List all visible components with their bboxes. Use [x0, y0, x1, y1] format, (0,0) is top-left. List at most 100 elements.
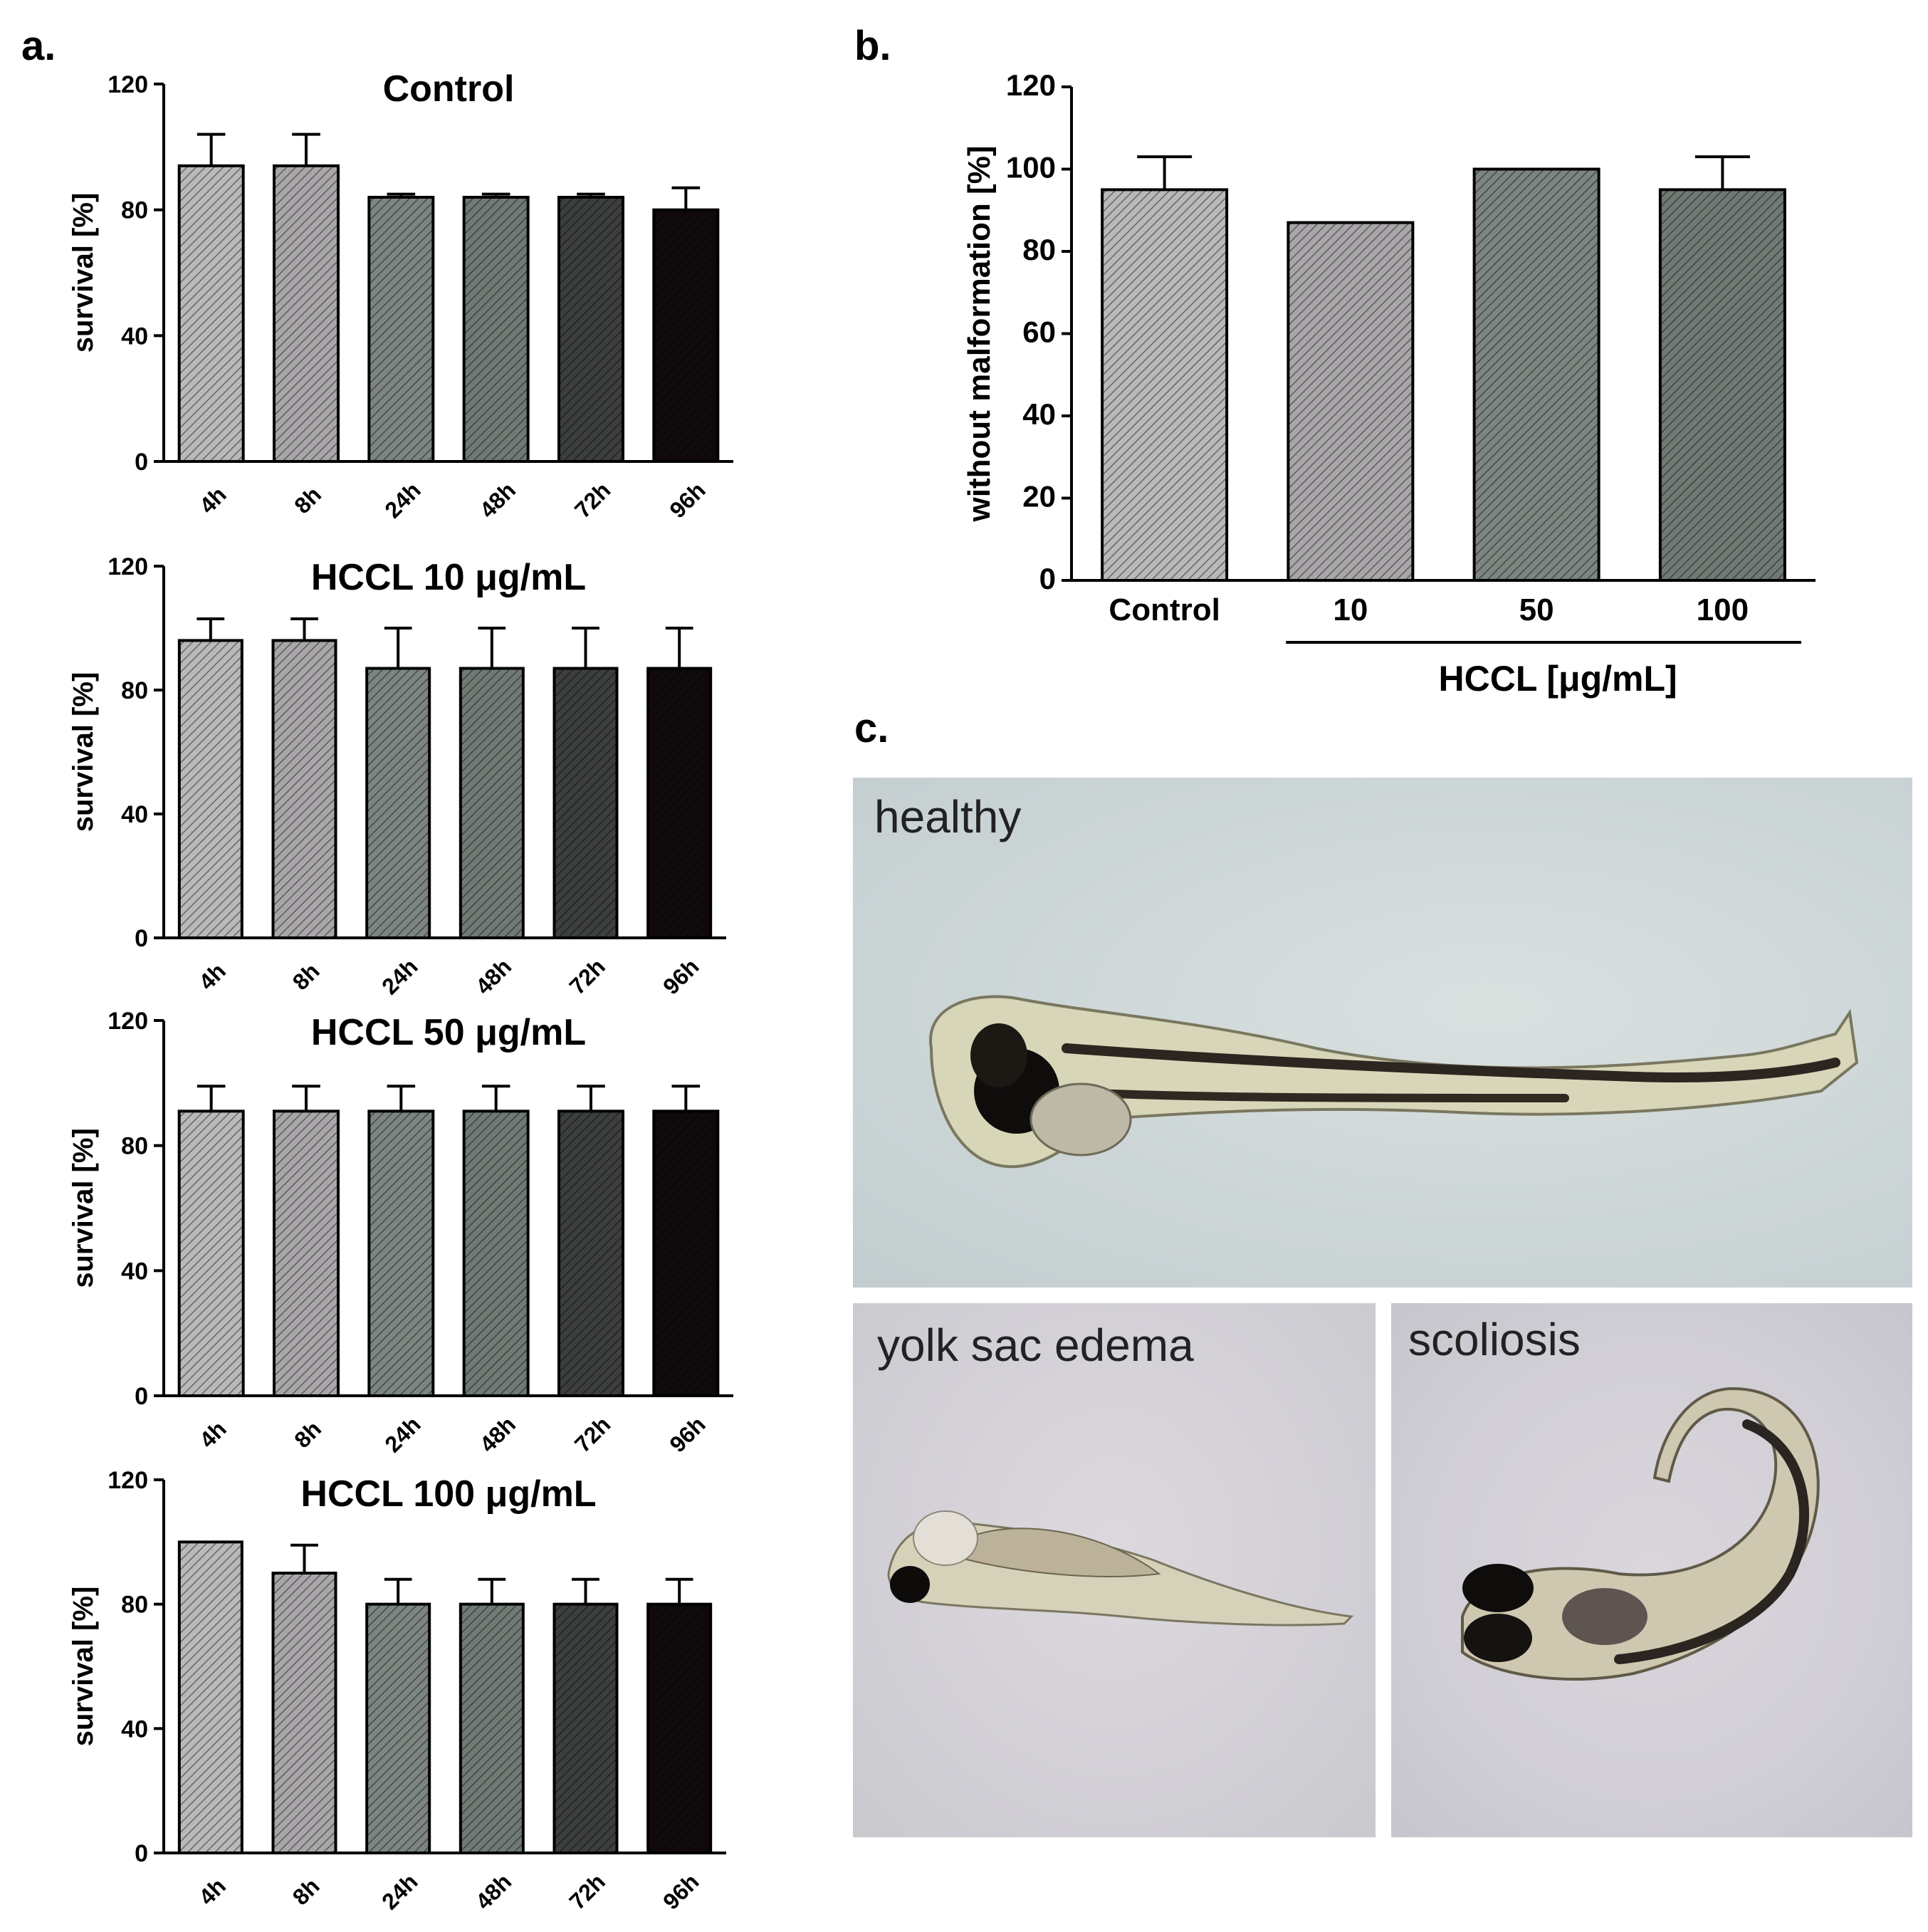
- x-tick-label: 48h: [471, 1869, 516, 1914]
- chart-title: HCCL 100 μg/mL: [300, 1473, 596, 1515]
- x-tick-label: 4h: [194, 958, 231, 995]
- bar-hatch: [1102, 189, 1227, 580]
- y-tick-label: 100: [1006, 151, 1056, 184]
- y-axis-label: survival [%]: [68, 1587, 99, 1747]
- photo-label-healthy: healthy: [874, 791, 1022, 842]
- y-tick-label: 40: [1022, 397, 1056, 431]
- bar-hatch: [274, 1111, 338, 1396]
- y-tick-label: 40: [121, 801, 148, 828]
- x-tick-label: 96h: [664, 477, 710, 523]
- healthy-larva-image: [929, 995, 1859, 1169]
- y-tick-label: 80: [121, 677, 148, 704]
- x-tick-label: Control: [1109, 592, 1220, 627]
- y-axis-label: survival [%]: [68, 193, 99, 353]
- group-label: HCCL [μg/mL]: [1439, 659, 1677, 699]
- x-tick-label: 72h: [564, 1869, 609, 1914]
- bar-hatch: [179, 640, 242, 938]
- bar-hatch: [463, 1111, 528, 1396]
- panel-label-a: a.: [21, 23, 56, 69]
- y-tick-label: 0: [135, 449, 148, 476]
- x-tick-label: 72h: [570, 477, 615, 523]
- y-axis-label: without malformation [%]: [962, 146, 997, 523]
- x-tick-label: 10: [1333, 592, 1368, 627]
- x-tick-label: 96h: [664, 1411, 710, 1457]
- bar-hatch: [179, 165, 243, 462]
- bar-hatch: [654, 1111, 718, 1396]
- x-tick-label: 24h: [377, 1869, 422, 1914]
- panel-label-c: c.: [854, 705, 889, 751]
- y-tick-label: 80: [121, 197, 148, 224]
- x-tick-label: 24h: [379, 1411, 425, 1457]
- y-tick-label: 0: [135, 925, 148, 952]
- x-tick-label: 72h: [564, 954, 609, 999]
- chart-title: Control: [383, 68, 515, 110]
- bar-hatch: [367, 1604, 430, 1853]
- x-tick-label: 8h: [288, 1873, 325, 1910]
- y-tick-label: 0: [135, 1383, 148, 1410]
- bar-hatch: [559, 1111, 623, 1396]
- bar-hatch: [1474, 169, 1599, 580]
- x-tick-label: 48h: [475, 477, 520, 523]
- y-tick-label: 120: [1006, 68, 1056, 102]
- chart-a3: 0 40 80 120 survival [%] HCCL 50 μg/mL 4h 8h 24h…: [68, 1008, 733, 1457]
- y-tick-label: 0: [1039, 562, 1056, 595]
- photo-healthy-larva: healthy: [853, 778, 1912, 1288]
- bar-hatch: [460, 1604, 523, 1853]
- bar-hatch: [554, 668, 617, 938]
- chart-b: 0 20 40 60 80 100 120 without malformation [%] C…: [962, 68, 1816, 699]
- y-tick-label: 120: [108, 1467, 148, 1494]
- scoliosis-larva-image: [1461, 1387, 1820, 1681]
- photo-label-scoliosis: scoliosis: [1408, 1314, 1581, 1365]
- y-tick-label: 20: [1022, 480, 1056, 513]
- bar-hatch: [463, 197, 528, 461]
- y-tick-label: 80: [121, 1592, 148, 1619]
- bar-hatch: [654, 209, 718, 461]
- x-tick-label: 100: [1697, 592, 1749, 627]
- bar-hatch: [460, 668, 523, 938]
- chart-a1: 0 40 80 120 survival [%] Control 4h 8h 24h 48h 72h…: [68, 68, 733, 523]
- x-tick-label: 50: [1519, 592, 1554, 627]
- bar-hatch: [559, 197, 623, 461]
- y-tick-label: 60: [1022, 315, 1056, 349]
- y-axis-label: survival [%]: [68, 1128, 99, 1288]
- bar-hatch: [179, 1542, 242, 1853]
- bar-hatch: [369, 1111, 434, 1396]
- bar-hatch: [273, 1573, 336, 1853]
- y-tick-label: 40: [121, 323, 148, 350]
- bar-hatch: [648, 1604, 711, 1853]
- y-tick-label: 80: [121, 1133, 148, 1160]
- bar-hatch: [1288, 222, 1413, 580]
- photo-yolk-sac-edema-larva: yolk sac edema: [853, 1303, 1376, 1837]
- x-tick-label: 72h: [570, 1411, 615, 1457]
- x-tick-label: 4h: [194, 1416, 231, 1453]
- y-tick-label: 40: [121, 1716, 148, 1743]
- panel-label-b: b.: [854, 23, 891, 69]
- y-tick-label: 120: [108, 553, 148, 580]
- photo-label-yolk-sac-edema: yolk sac edema: [877, 1320, 1194, 1371]
- yolk-sac-edema-larva-image: [887, 1510, 1354, 1626]
- y-tick-label: 0: [135, 1840, 148, 1867]
- y-tick-label: 120: [108, 71, 148, 98]
- chart-a2: 0 40 80 120 survival [%] HCCL 10 μg/mL 4h 8h 24h…: [68, 553, 726, 999]
- x-tick-label: 96h: [658, 1869, 703, 1914]
- x-tick-label: 8h: [289, 481, 326, 518]
- y-tick-label: 80: [1022, 233, 1056, 266]
- bar-hatch: [274, 165, 338, 462]
- x-tick-label: 4h: [194, 481, 231, 518]
- x-tick-label: 96h: [658, 954, 703, 999]
- x-tick-label: 4h: [194, 1873, 231, 1910]
- bar-hatch: [367, 668, 430, 938]
- bar-hatch: [1660, 189, 1785, 580]
- bar-hatch: [179, 1111, 243, 1396]
- bar-hatch: [273, 640, 336, 938]
- photo-scoliosis-larva: scoliosis: [1391, 1303, 1912, 1837]
- x-tick-label: 8h: [289, 1416, 326, 1453]
- bar-hatch: [369, 197, 434, 461]
- chart-title: HCCL 50 μg/mL: [311, 1012, 586, 1053]
- y-tick-label: 120: [108, 1008, 148, 1035]
- x-tick-label: 48h: [475, 1411, 520, 1457]
- y-tick-label: 40: [121, 1258, 148, 1285]
- x-tick-label: 24h: [377, 954, 422, 999]
